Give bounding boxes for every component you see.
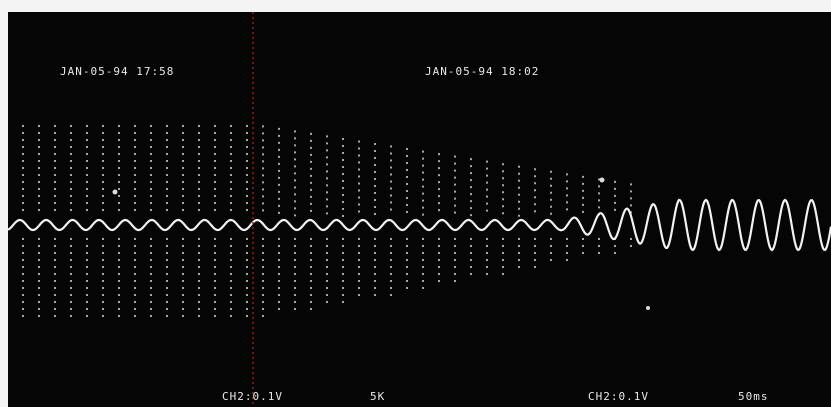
envelope-dots: [598, 178, 600, 254]
envelope-dots: [278, 127, 280, 310]
envelope-dots: [358, 140, 360, 296]
envelope-dots: [470, 158, 472, 275]
envelope-dots: [310, 132, 312, 310]
envelope-dots: [502, 163, 504, 275]
envelope-dots: [566, 173, 568, 261]
waveform: [7, 198, 831, 252]
channel-label: CH2:0.1V: [222, 390, 283, 403]
envelope-dots: [486, 160, 488, 275]
display-area: [8, 12, 831, 407]
envelope-dots: [294, 130, 296, 310]
envelope-dots: [374, 143, 376, 296]
envelope-dots: [550, 170, 552, 261]
stray-dot: [599, 177, 605, 183]
channel-label: CH2:0.1V: [588, 390, 649, 403]
envelope-dots: [406, 148, 408, 289]
envelope-dots: [630, 183, 632, 247]
setting-label: 5K: [370, 390, 385, 403]
envelope-dots: [582, 175, 584, 254]
timestamp: JAN-05-94 18:02: [425, 65, 539, 78]
stray-dot: [646, 306, 650, 310]
trace-group: [7, 125, 831, 317]
envelope-dots: [390, 145, 392, 296]
timestamp: JAN-05-94 17:58: [60, 65, 174, 78]
timebase-label: 50ms: [738, 390, 769, 403]
stray-dot: [112, 189, 118, 195]
